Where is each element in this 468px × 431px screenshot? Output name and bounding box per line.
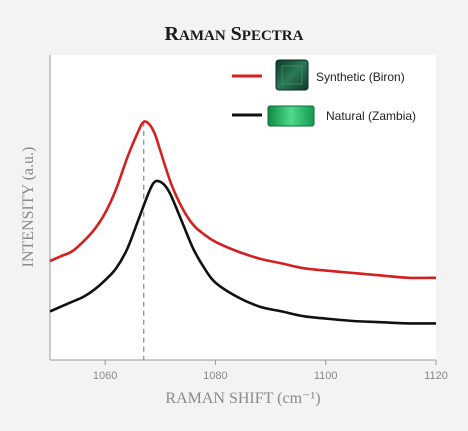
x-tick-label: 1100 <box>314 370 338 382</box>
legend-label-natural: Natural (Zambia) <box>326 109 416 123</box>
x-axis-title: RAMAN SHIFT (cm⁻¹) <box>165 390 320 407</box>
natural-emerald-image <box>267 105 315 127</box>
x-tick-label: 1080 <box>203 370 227 382</box>
series-group <box>49 120 437 325</box>
x-tick-label: 1120 <box>424 370 448 382</box>
legend-item-natural: Natural (Zambia) <box>232 105 416 127</box>
legend-label-synthetic: Synthetic (Biron) <box>316 70 405 84</box>
legend-item-synthetic: Synthetic (Biron) <box>232 59 405 91</box>
plot-area <box>50 55 436 360</box>
legend: Synthetic (Biron) Natural (Zambia) <box>232 59 416 127</box>
series-line-synthetic <box>49 120 437 280</box>
x-tick-label: 1060 <box>93 370 117 382</box>
y-axis-title: INTENSITY (a.u.) <box>20 147 37 268</box>
x-tick-group: 1060 1080 1100 1120 <box>93 360 448 382</box>
synthetic-emerald-image <box>275 59 309 91</box>
synthetic-emerald-facet <box>281 65 303 85</box>
chart-title: RAMAN SPECTRA <box>165 23 304 45</box>
series-line-natural <box>49 179 437 325</box>
